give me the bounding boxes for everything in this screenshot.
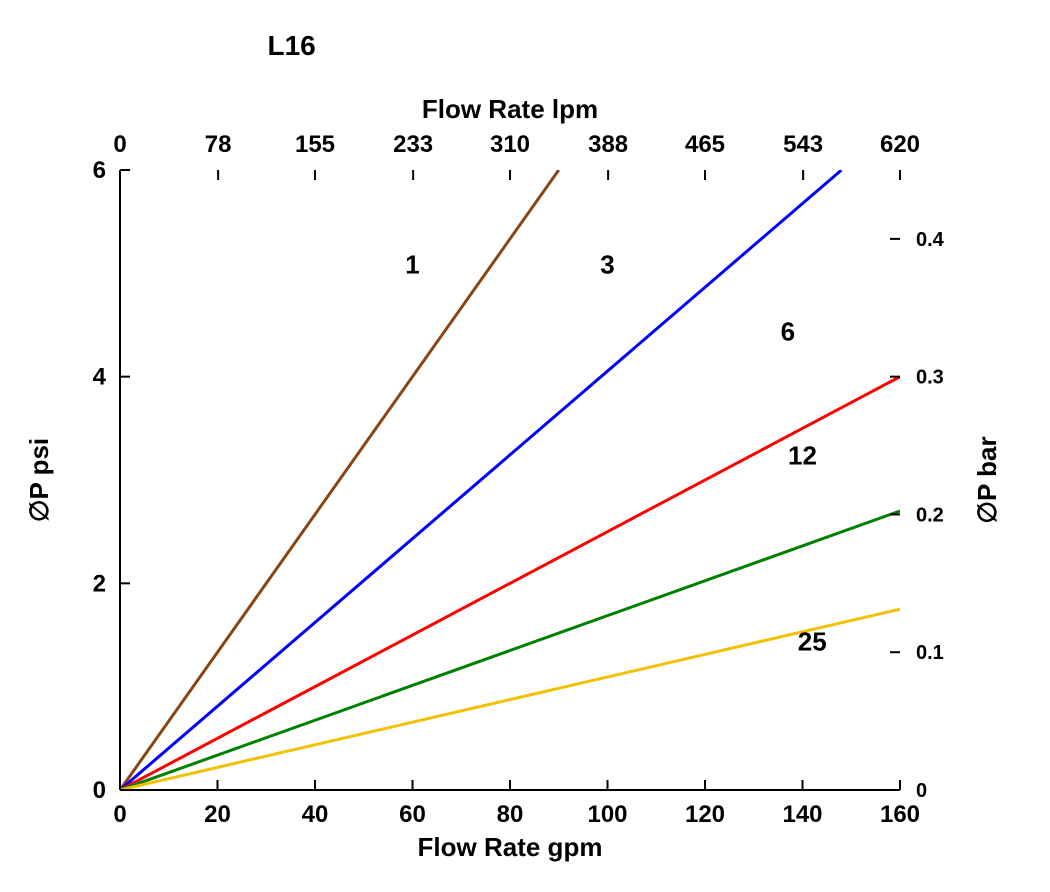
axis-label-left: ∅P psi xyxy=(24,438,54,522)
tick-label-top: 620 xyxy=(880,131,920,158)
tick-label-bottom: 0 xyxy=(113,801,126,828)
tick-label-bottom: 160 xyxy=(880,801,920,828)
tick-label-bottom: 80 xyxy=(497,801,524,828)
tick-label-bottom: 40 xyxy=(302,801,329,828)
series-label-1: 1 xyxy=(405,249,419,279)
series-label-25: 25 xyxy=(798,627,827,657)
tick-label-top: 233 xyxy=(393,131,433,158)
axis-label-bottom: Flow Rate gpm xyxy=(418,832,603,862)
axis-label-right: ∅P bar xyxy=(972,436,1002,523)
series-label-3: 3 xyxy=(600,249,614,279)
tick-label-top: 0 xyxy=(113,131,126,158)
tick-label-left: 0 xyxy=(93,777,106,804)
tick-label-bottom: 20 xyxy=(204,801,231,828)
tick-label-right: 0.1 xyxy=(916,642,944,664)
series-label-6: 6 xyxy=(781,317,795,347)
tick-label-top: 78 xyxy=(205,131,232,158)
tick-label-right: 0.4 xyxy=(916,229,945,251)
tick-label-top: 388 xyxy=(588,131,628,158)
tick-label-top: 543 xyxy=(783,131,823,158)
series-label-12: 12 xyxy=(788,441,817,471)
tick-label-left: 4 xyxy=(93,364,107,391)
tick-label-left: 2 xyxy=(93,570,106,597)
tick-label-left: 6 xyxy=(93,157,106,184)
tick-label-right: 0.2 xyxy=(916,504,944,526)
tick-label-bottom: 60 xyxy=(399,801,426,828)
tick-label-right: 0.3 xyxy=(916,367,944,389)
axis-label-top: Flow Rate lpm xyxy=(422,94,598,124)
tick-label-right: 0 xyxy=(916,780,927,802)
chart-container: L161361225020406080100120140160Flow Rate… xyxy=(0,0,1050,892)
tick-label-bottom: 140 xyxy=(782,801,822,828)
chart-title: L16 xyxy=(267,30,315,61)
tick-label-top: 465 xyxy=(685,131,725,158)
tick-label-bottom: 100 xyxy=(587,801,627,828)
tick-label-bottom: 120 xyxy=(685,801,725,828)
pressure-flow-chart: L161361225020406080100120140160Flow Rate… xyxy=(0,0,1050,892)
tick-label-top: 310 xyxy=(490,131,530,158)
tick-label-top: 155 xyxy=(295,131,335,158)
